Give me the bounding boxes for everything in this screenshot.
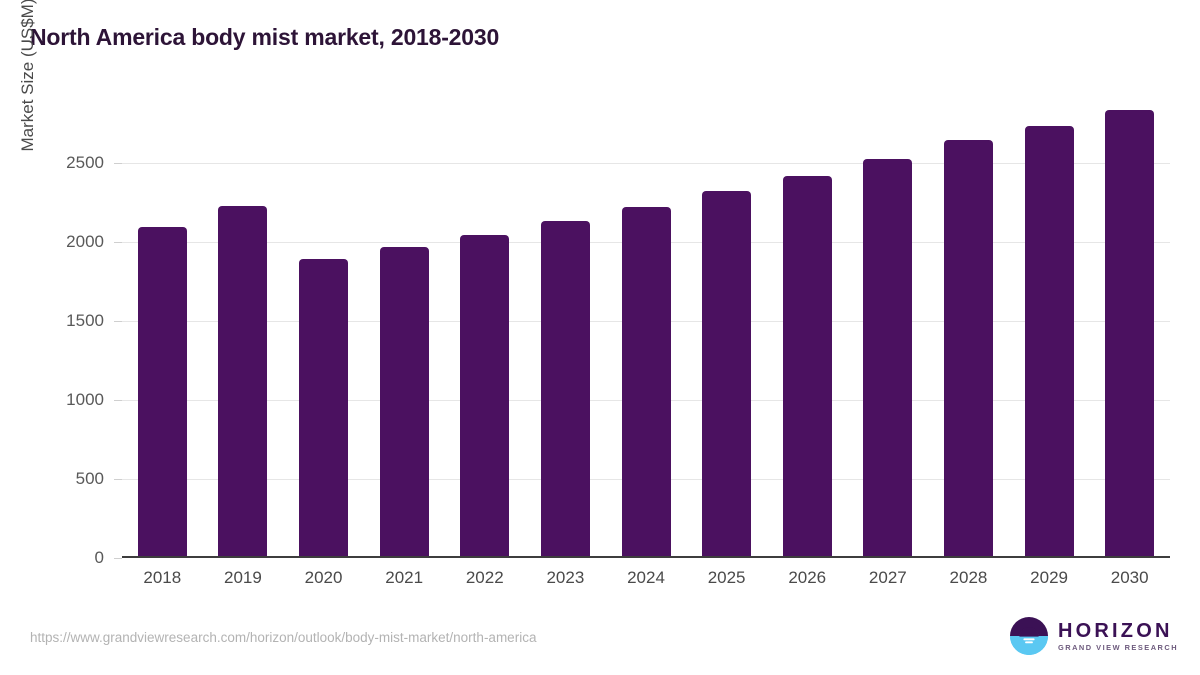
horizon-logo-icon bbox=[1010, 617, 1048, 655]
y-axis-tick bbox=[114, 242, 122, 244]
y-axis-tick-label: 500 bbox=[75, 469, 104, 489]
x-axis-tick-label: 2028 bbox=[949, 568, 988, 587]
gridline bbox=[122, 163, 1170, 165]
y-axis-tick bbox=[114, 558, 122, 559]
bar[interactable] bbox=[1105, 110, 1155, 557]
horizon-logo[interactable]: HORIZON GRAND VIEW RESEARCH bbox=[1009, 616, 1178, 656]
y-axis-tick bbox=[114, 321, 122, 323]
y-axis-tick bbox=[114, 479, 122, 481]
x-axis-tick-label: 2019 bbox=[224, 568, 262, 587]
source-url[interactable]: https://www.grandviewresearch.com/horizo… bbox=[30, 630, 537, 645]
horizon-logo-text: HORIZON GRAND VIEW RESEARCH bbox=[1058, 621, 1178, 651]
x-axis-tick-label: 2025 bbox=[707, 568, 746, 587]
x-axis-tick-label: 2024 bbox=[627, 568, 665, 587]
horizon-logo-wordmark: HORIZON bbox=[1058, 619, 1173, 642]
y-axis-tick-label: 2500 bbox=[66, 153, 104, 173]
x-axis-tick-label: 2030 bbox=[1110, 568, 1149, 587]
y-axis-tick-label: 2000 bbox=[66, 232, 104, 252]
x-axis-tick-label: 2020 bbox=[304, 568, 343, 587]
x-axis-tick-label: 2021 bbox=[385, 568, 424, 587]
bar[interactable] bbox=[621, 207, 671, 557]
x-axis-tick-label: 2023 bbox=[546, 568, 585, 587]
x-axis-tick-label: 2022 bbox=[465, 568, 504, 587]
bar[interactable] bbox=[218, 205, 268, 557]
bars-group bbox=[122, 100, 1170, 558]
bar[interactable] bbox=[782, 175, 832, 557]
bar[interactable] bbox=[943, 140, 993, 557]
y-axis-tick-label: 0 bbox=[94, 548, 104, 567]
x-axis-tick-label: 2018 bbox=[143, 568, 182, 587]
y-axis-tick-label: 1000 bbox=[66, 390, 104, 410]
plot-area bbox=[114, 100, 1170, 559]
page-title: North America body mist market, 2018-203… bbox=[30, 24, 500, 50]
y-axis-tick bbox=[114, 400, 122, 402]
bar[interactable] bbox=[863, 159, 913, 557]
bar[interactable] bbox=[137, 226, 187, 557]
bar[interactable] bbox=[1024, 125, 1074, 557]
y-axis-tick-label: 1500 bbox=[66, 311, 104, 331]
bar[interactable] bbox=[702, 191, 752, 557]
x-axis-tick-label: 2027 bbox=[868, 568, 907, 587]
bar[interactable] bbox=[540, 220, 590, 557]
horizon-logo-tagline: GRAND VIEW RESEARCH bbox=[1058, 642, 1179, 652]
x-axis-tick-label: 2029 bbox=[1030, 568, 1068, 587]
bar[interactable] bbox=[299, 258, 349, 557]
y-axis-title: Market Size (US$M) bbox=[18, 0, 37, 152]
bar[interactable] bbox=[379, 246, 429, 557]
y-axis-tick bbox=[114, 163, 122, 165]
x-axis-tick-label: 2026 bbox=[788, 568, 827, 587]
x-axis-line bbox=[122, 556, 1170, 558]
bar[interactable] bbox=[460, 234, 510, 557]
